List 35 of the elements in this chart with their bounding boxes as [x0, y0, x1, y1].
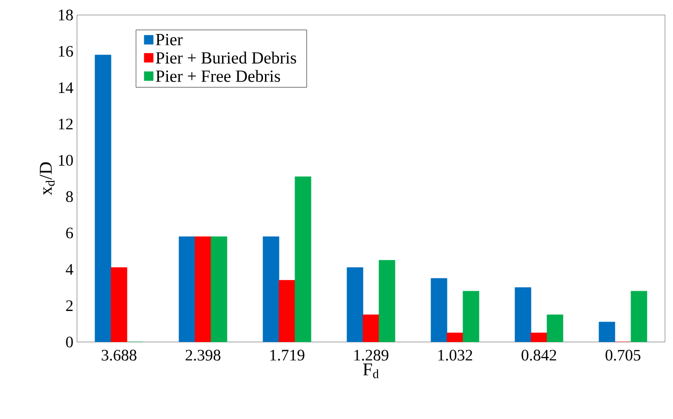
bar [514, 287, 532, 342]
y-tick-label: 10 [58, 154, 73, 166]
bar [262, 236, 280, 342]
y-tick-label: 2 [66, 300, 73, 311]
bar [194, 236, 212, 342]
y-tick-label: 14 [58, 82, 74, 93]
x-tick-label: 3.688 [102, 350, 136, 361]
y-tick-label: 8 [66, 191, 73, 202]
x-tick-label: 2.398 [186, 350, 220, 361]
bar [362, 314, 380, 342]
x-tick-label: 1.289 [354, 350, 388, 361]
y-tick-label: 16 [58, 46, 73, 57]
bar [94, 54, 112, 342]
bar [110, 267, 128, 342]
x-tick-label: 1.719 [270, 350, 304, 361]
bar [430, 278, 448, 342]
x-tick-label: 0.842 [522, 350, 556, 361]
y-tick-label: 18 [58, 10, 73, 20]
y-tick-label: 4 [66, 264, 74, 275]
bar [178, 236, 196, 342]
y-tick-label: 6 [66, 228, 73, 238]
bar [346, 267, 364, 342]
y-tick-label: 0 [66, 336, 73, 348]
x-tick-label: 1.032 [438, 350, 472, 361]
x-tick-label: 0.705 [606, 350, 640, 361]
x-axis-title: F$_{d}$ [363, 364, 379, 378]
y-tick-label: 12 [58, 118, 73, 130]
legend-label: Pier + Buried Debris [156, 52, 296, 64]
legend-label: Pier + Free Debris [156, 70, 280, 82]
bar [598, 322, 616, 342]
y-axis-title: x$_{d}$/D [40, 162, 55, 196]
legend-label: Pier [156, 34, 183, 46]
bar [530, 332, 548, 342]
bar [446, 332, 464, 342]
bar [278, 280, 296, 342]
